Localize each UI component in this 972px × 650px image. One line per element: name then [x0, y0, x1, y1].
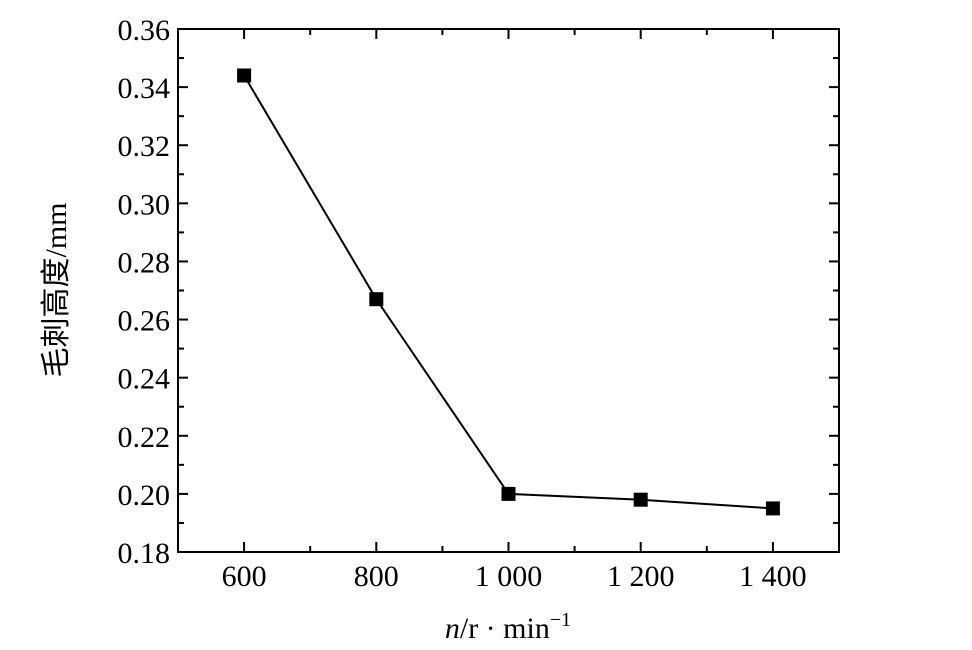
y-axis-ticks: 0.18 0.20 0.22 0.24 0.26 0.28 0.30 0.32 0.34 0.36 — [118, 14, 839, 570]
plot-frame — [177, 28, 840, 553]
y-tick-label: 0.26 — [118, 305, 171, 338]
x-axis-variable: n — [445, 612, 460, 645]
y-tick-label: 0.18 — [118, 537, 171, 570]
data-point-marker — [633, 492, 648, 507]
x-axis-unit-exponent: −1 — [550, 609, 571, 631]
y-tick-label: 0.34 — [118, 72, 171, 105]
y-tick-label: 0.22 — [118, 421, 171, 454]
x-axis-title: n/r · min−1 — [445, 609, 571, 645]
x-tick-label: 800 — [354, 560, 399, 593]
y-tick-label: 0.24 — [118, 363, 171, 396]
y-tick-label: 0.20 — [118, 479, 171, 512]
data-point-marker — [501, 486, 516, 501]
x-tick-label: 1 400 — [739, 560, 807, 593]
series-line — [243, 74, 773, 510]
data-point-marker — [369, 292, 384, 307]
y-tick-label: 0.32 — [118, 130, 171, 163]
x-axis-ticks: 600 800 1 000 1 200 1 400 — [222, 29, 807, 593]
y-axis-title: 毛刺高度/mm — [40, 202, 73, 377]
y-tick-label: 0.28 — [118, 246, 171, 279]
x-tick-label: 600 — [222, 560, 267, 593]
x-axis-unit: /r · min — [460, 612, 550, 645]
y-tick-label: 0.30 — [118, 188, 171, 221]
data-series — [237, 68, 780, 516]
y-tick-label: 0.36 — [118, 14, 171, 47]
data-point-marker — [237, 68, 252, 83]
data-point-marker — [765, 501, 780, 516]
x-tick-label: 1 000 — [475, 560, 543, 593]
x-tick-label: 1 200 — [607, 560, 675, 593]
